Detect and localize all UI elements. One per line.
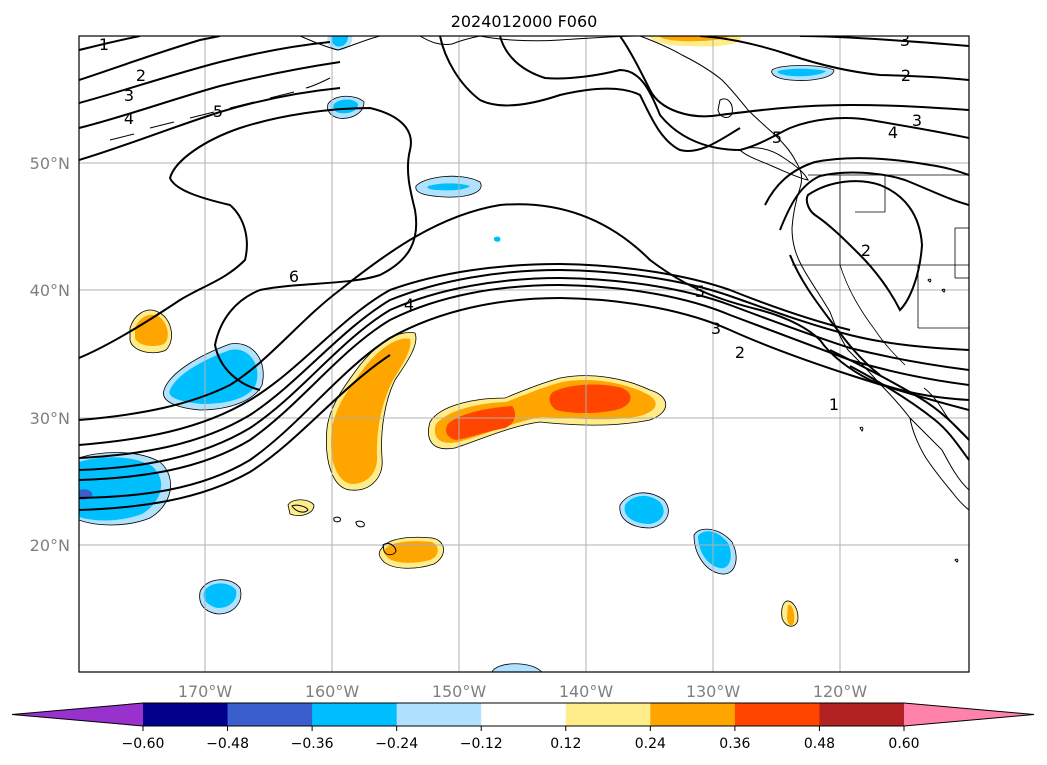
contour-label: 4 [124, 109, 134, 128]
lat-label: 20°N [30, 536, 70, 555]
lon-label: 120°W [813, 682, 868, 701]
colorbar-tick-label: −0.24 [375, 736, 418, 752]
contour-label: 3 [900, 31, 910, 50]
cold-anomaly-island-core [203, 583, 237, 608]
contour-label: 3 [711, 319, 721, 338]
contour-label: 2 [861, 241, 871, 260]
lon-label: 170°W [178, 682, 233, 701]
colorbar-segment [227, 703, 313, 726]
latitude-labels: 20°N 30°N 40°N 50°N [30, 154, 70, 555]
colorbar-tick-label: −0.48 [206, 736, 249, 752]
cold-anomaly-dot [493, 236, 501, 242]
colorbar-tick-label: 0.36 [719, 736, 750, 752]
cold-anomaly-nw-core [169, 349, 258, 404]
colorbar-tick-label: 0.60 [888, 736, 919, 752]
contour-label: 1 [829, 395, 839, 414]
contour-label: 5 [695, 282, 705, 301]
contour-label: 3 [912, 111, 922, 130]
warm-anomaly-small [288, 499, 314, 516]
cold-anomaly-alaska-core [331, 36, 348, 47]
warm-anomaly-central-hot2 [549, 384, 631, 413]
colorbar-tick-label: 0.12 [550, 736, 581, 752]
contour-label: 2 [735, 343, 745, 362]
lon-label: 150°W [432, 682, 487, 701]
contour-label: 1 [99, 35, 109, 54]
contour-label: 2 [136, 66, 146, 85]
cold-anomaly-bottom [492, 663, 542, 672]
warm-anomaly-south-core [384, 541, 438, 563]
colorbar-extend-min [12, 703, 143, 726]
colorbar-segment [312, 703, 398, 726]
colorbar-tick-label: −0.60 [122, 736, 165, 752]
lon-label: 130°W [686, 682, 741, 701]
colorbar-tick-label: −0.36 [291, 736, 334, 752]
colorbar-extend-max [904, 703, 1034, 726]
colorbar-segment [143, 703, 229, 726]
lat-label: 30°N [30, 409, 70, 428]
lat-label: 40°N [30, 281, 70, 300]
contour-label: 4 [404, 295, 414, 314]
warm-anomaly-west-core [330, 338, 411, 484]
gridlines [79, 36, 969, 672]
contour-label: 5 [772, 128, 782, 147]
contour-label: 2 [901, 66, 911, 85]
anomaly-outlines [79, 65, 835, 672]
colorbar-tick-label: 0.48 [804, 736, 835, 752]
contour-label: 3 [124, 86, 134, 105]
warm-anomaly-pacific-east-core [787, 604, 795, 626]
filled-anomalies [79, 36, 834, 672]
cold-anomaly-canada-core [777, 68, 826, 77]
colorbar-tick-label: 0.24 [635, 736, 666, 752]
warm-anomaly-central-hot1 [446, 406, 516, 440]
contour-label: 6 [289, 267, 299, 286]
cold-anomaly-east2-core [698, 531, 731, 569]
cold-anomaly-east1-core [624, 495, 664, 524]
map-title: 2024012000 F060 [451, 12, 598, 31]
colorbar-segment [396, 703, 482, 726]
contour-labels: 1 2 3 4 5 6 5 4 3 2 1 5 4 3 2 2 3 [99, 31, 922, 414]
lon-label: 160°W [305, 682, 360, 701]
longitude-labels: 170°W 160°W 150°W 140°W 130°W 120°W [178, 682, 868, 701]
colorbar-segment [481, 703, 567, 726]
lat-label: 50°N [30, 154, 70, 173]
colorbar-segment [734, 703, 820, 726]
lon-label: 140°W [559, 682, 614, 701]
colorbar: −0.60 −0.48 −0.36 −0.24 −0.12 0.12 0.24 0.36 0.4… [11, 702, 1035, 752]
colorbar-segment [565, 703, 651, 726]
height-contours [79, 36, 969, 511]
contour-label: 5 [213, 102, 223, 121]
map-area: 1 2 3 4 5 6 5 4 3 2 1 5 4 3 2 2 3 [79, 31, 969, 672]
colorbar-segment [819, 703, 905, 726]
colorbar-tick-label: −0.12 [460, 736, 503, 752]
map-frame [78, 35, 970, 673]
contour-label: 4 [888, 123, 898, 142]
colorbar-segment [650, 703, 736, 726]
